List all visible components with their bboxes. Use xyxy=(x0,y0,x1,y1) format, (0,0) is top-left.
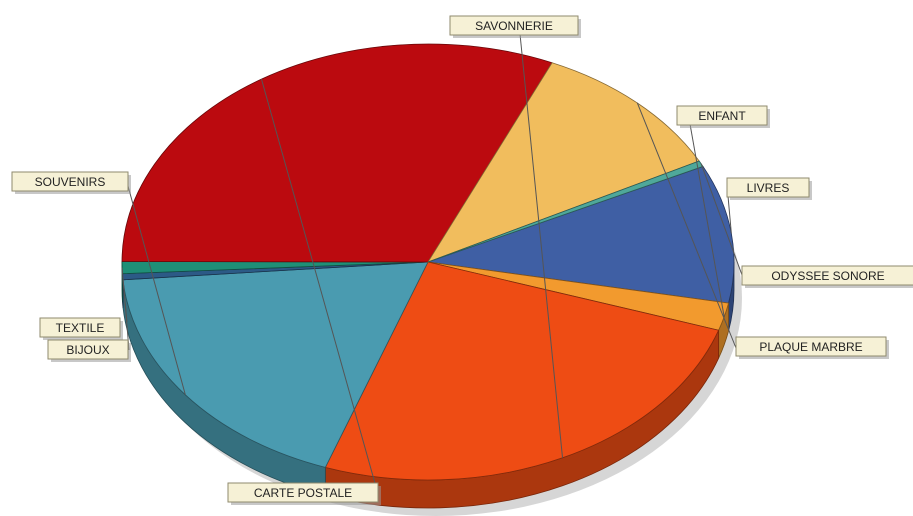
slice-label-text: ODYSSEE SONORE xyxy=(771,269,884,283)
slice-label-text: TEXTILE xyxy=(56,321,105,335)
slice-label-textile: TEXTILE xyxy=(39,317,123,340)
slice-label-bijoux: BIJOUX xyxy=(47,339,131,362)
pie-slice-savonnerie xyxy=(324,261,720,481)
leader-line-savonnerie xyxy=(519,33,564,458)
slice-label-souvenirs: SOUVENIRS xyxy=(11,171,131,194)
leader-line-souvenirs xyxy=(127,185,186,395)
leader-line-plaque-marbre xyxy=(636,102,737,349)
slice-label-text: CARTE POSTALE xyxy=(254,486,352,500)
slice-label-savonnerie: SAVONNERIE xyxy=(449,15,581,38)
leader-line-enfant xyxy=(689,123,725,317)
slice-label-text: BIJOUX xyxy=(66,343,109,357)
leader-line-odyssee-sonore xyxy=(700,163,743,276)
slice-label-livres: LIVRES xyxy=(726,177,812,200)
slice-label-plaque-marbre: PLAQUE MARBRE xyxy=(735,336,889,359)
leader-line-livres xyxy=(727,195,732,234)
slice-label-text: SAVONNERIE xyxy=(475,19,553,33)
slice-label-odyssee-sonore: ODYSSEE SONORE xyxy=(741,265,913,288)
slice-label-text: LIVRES xyxy=(747,181,790,195)
leader-line-carte-postale xyxy=(260,78,379,495)
slice-label-text: ENFANT xyxy=(698,109,746,123)
slice-label-enfant: ENFANT xyxy=(676,105,770,128)
slice-label-carte-postale: CARTE POSTALE xyxy=(227,482,381,505)
leader-line-bijoux xyxy=(121,267,130,351)
slice-label-text: PLAQUE MARBRE xyxy=(759,340,862,354)
slice-label-text: SOUVENIRS xyxy=(35,175,106,189)
